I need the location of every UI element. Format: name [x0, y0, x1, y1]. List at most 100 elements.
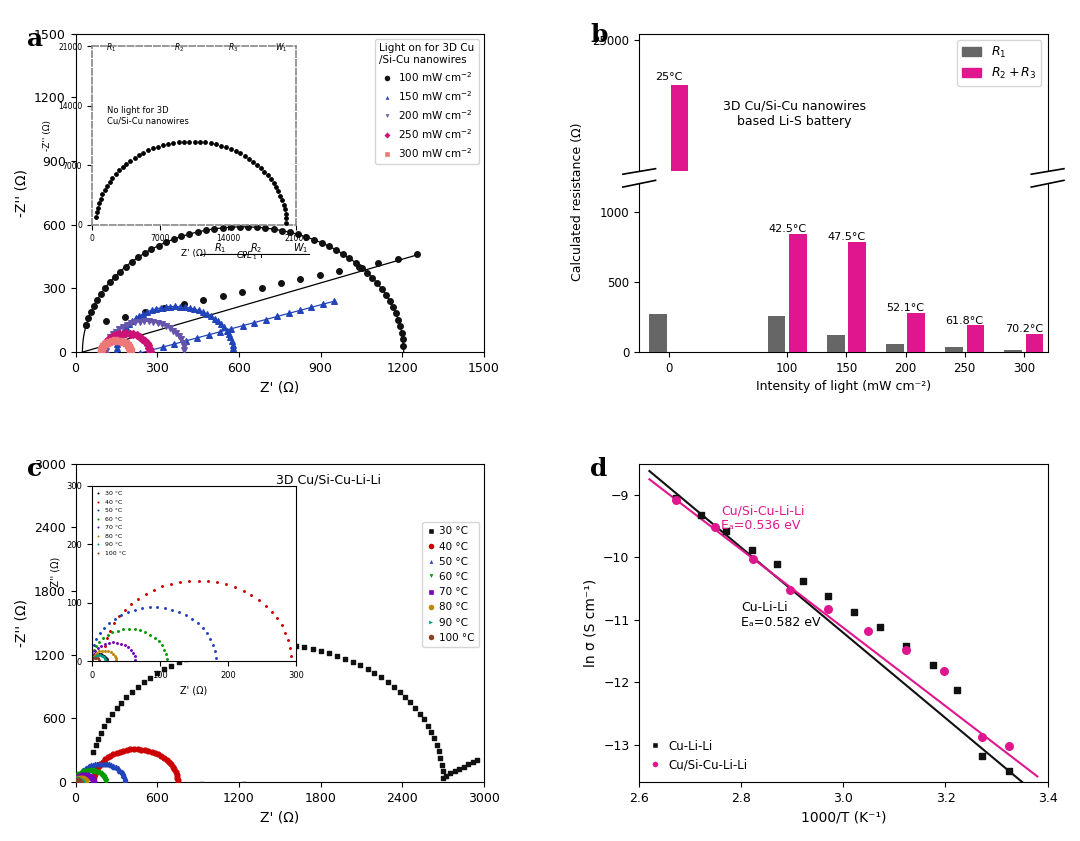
Point	[320, 240, 337, 253]
Point	[120, 350, 137, 363]
Point	[384, 300, 402, 314]
Point	[78, 775, 95, 789]
Point	[97, 336, 114, 349]
Point	[225, 338, 242, 352]
Point	[215, 320, 232, 334]
Point	[201, 787, 218, 801]
Point	[111, 331, 129, 344]
Point	[253, 637, 270, 651]
Point	[72, 771, 90, 785]
X-axis label: 1000/T (K⁻¹): 1000/T (K⁻¹)	[800, 811, 887, 824]
Point	[78, 761, 95, 775]
Point	[67, 773, 84, 786]
Text: 25°C: 25°C	[656, 72, 683, 82]
Point	[71, 775, 89, 789]
Point	[131, 330, 148, 343]
Point	[85, 775, 103, 788]
Point	[210, 315, 227, 328]
Text: $R_1$: $R_1$	[215, 241, 227, 255]
X-axis label: Z' (Ω): Z' (Ω)	[260, 811, 299, 824]
Cu/Si-Cu-Li-Li	[897, 643, 915, 657]
Point	[108, 328, 125, 341]
Point	[231, 220, 248, 234]
Point	[170, 655, 187, 669]
Point	[76, 772, 93, 785]
X-axis label: Z' (Ω): Z' (Ω)	[260, 380, 299, 394]
Point	[411, 706, 429, 720]
Point	[158, 235, 175, 249]
Point	[393, 326, 410, 340]
Point	[92, 757, 109, 770]
Point	[73, 769, 91, 782]
Point	[218, 641, 235, 654]
Point	[97, 352, 114, 365]
Point	[133, 743, 150, 756]
Point	[395, 339, 413, 352]
Point	[143, 343, 160, 357]
Point	[434, 764, 451, 778]
Point	[97, 775, 114, 788]
Cu-Li-Li	[667, 491, 685, 505]
Point	[127, 312, 145, 325]
Point	[99, 333, 117, 346]
Y-axis label: -Z'' (Ω): -Z'' (Ω)	[14, 599, 28, 647]
Point	[68, 772, 85, 785]
Point	[117, 309, 134, 323]
Point	[89, 757, 106, 770]
Point	[210, 790, 227, 803]
Bar	[671, 85, 688, 339]
Point	[287, 639, 305, 653]
Point	[359, 266, 376, 279]
Point	[166, 763, 184, 776]
Point	[108, 746, 125, 759]
Point	[94, 341, 111, 354]
Point	[221, 331, 239, 344]
Point	[73, 771, 91, 785]
Point	[330, 264, 348, 278]
Point	[113, 765, 131, 779]
Point	[352, 659, 369, 672]
Point	[84, 758, 102, 771]
Point	[386, 680, 403, 693]
Point	[391, 685, 408, 698]
Legend: 30 °C, 40 °C, 50 °C, 60 °C, 70 °C, 80 °C, 90 °C, 100 °C: 30 °C, 40 °C, 50 °C, 60 °C, 70 °C, 80 °C…	[422, 522, 478, 647]
Point	[102, 749, 119, 763]
Point	[72, 767, 90, 780]
Point	[68, 772, 85, 785]
Point	[141, 671, 159, 685]
Point	[248, 220, 266, 234]
Point	[450, 762, 468, 775]
Point	[419, 719, 436, 733]
Point	[89, 293, 106, 306]
Point	[253, 281, 270, 294]
Point	[337, 652, 354, 665]
Point	[118, 690, 135, 704]
Point	[369, 256, 387, 269]
Point	[273, 224, 291, 237]
Point	[86, 764, 104, 778]
Point	[147, 746, 164, 759]
Point	[199, 307, 216, 320]
Point	[139, 305, 157, 319]
Point	[164, 324, 181, 337]
Point	[130, 680, 147, 694]
Point	[125, 743, 143, 756]
Point	[321, 647, 338, 660]
Text: 3D Cu/Si-Cu-Li-Li: 3D Cu/Si-Cu-Li-Li	[276, 473, 381, 486]
Point	[97, 348, 114, 362]
Point	[78, 769, 95, 782]
Point	[75, 764, 92, 777]
Point	[415, 713, 432, 727]
Point	[123, 685, 140, 699]
Point	[289, 228, 307, 241]
Point	[280, 307, 297, 320]
Point	[105, 748, 122, 761]
Point	[108, 345, 125, 358]
Point	[70, 775, 87, 788]
Point	[71, 771, 89, 785]
Point	[312, 644, 329, 658]
Point	[104, 328, 121, 341]
Y-axis label: -Z'' (Ω): -Z'' (Ω)	[14, 169, 28, 217]
Point	[325, 294, 342, 308]
Point	[269, 309, 286, 323]
